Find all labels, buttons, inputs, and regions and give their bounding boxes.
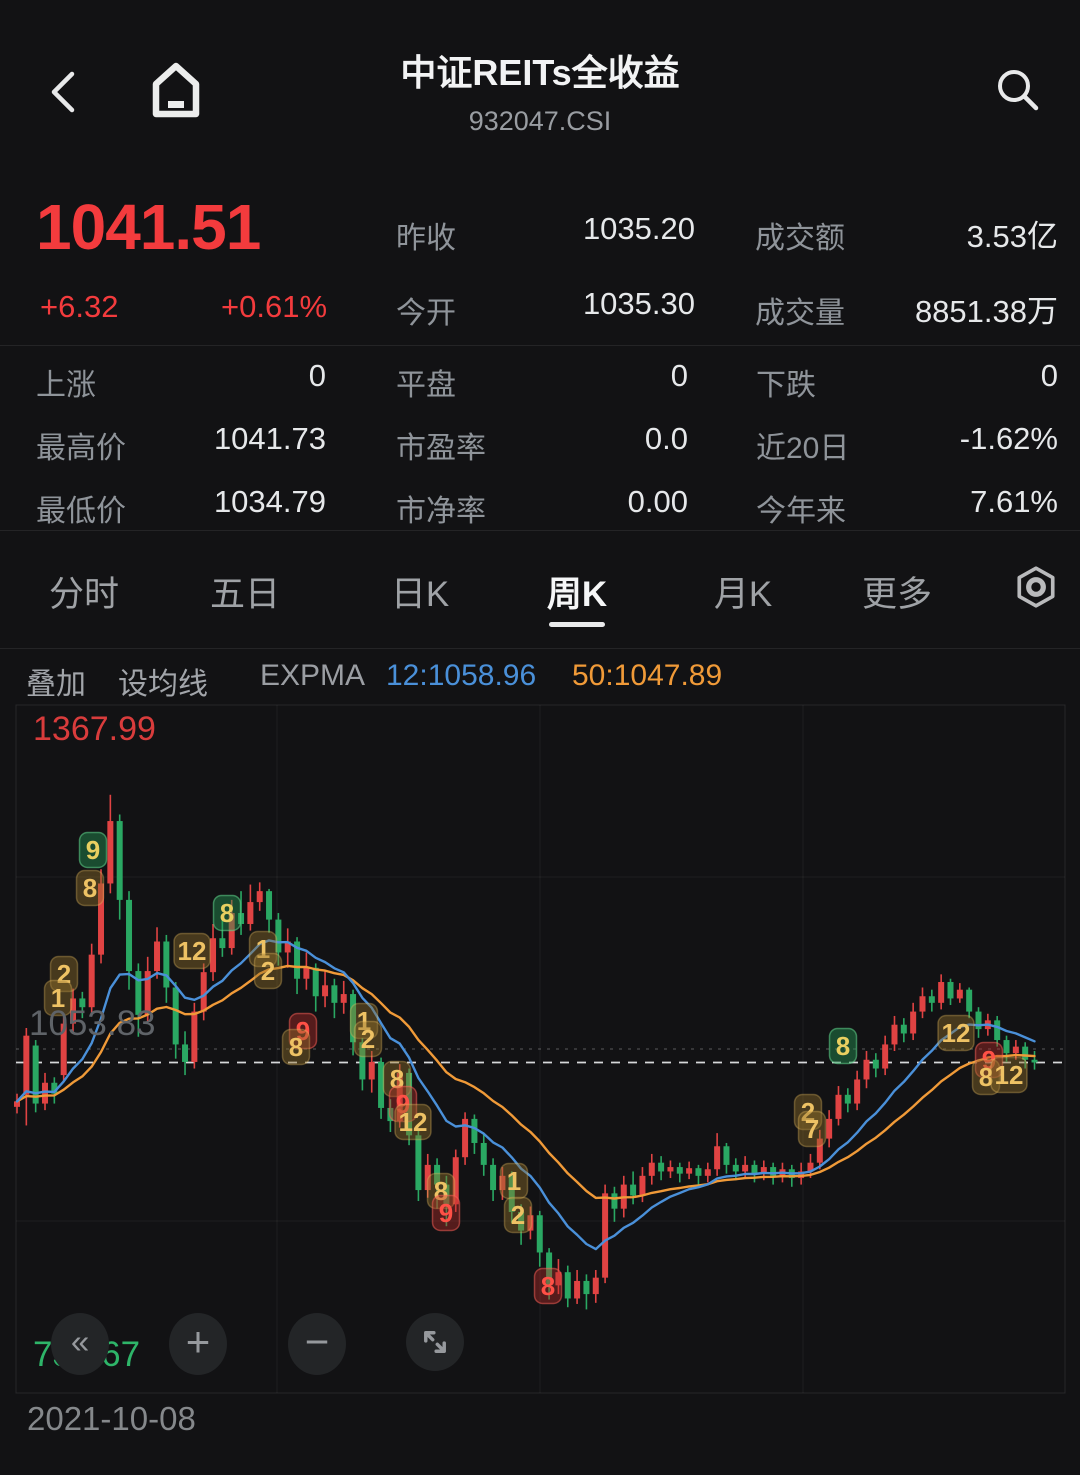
- page-title: 中证REITs全收益: [400, 52, 680, 93]
- svg-text:8: 8: [220, 898, 234, 928]
- svg-text:7: 7: [805, 1114, 819, 1144]
- tab-5day[interactable]: 五日: [209, 575, 281, 614]
- svg-text:2: 2: [801, 1097, 815, 1127]
- ytd-value: 7.61%: [970, 484, 1058, 519]
- symbol-code: 932047.CSI: [468, 106, 612, 136]
- ytd-label: 今年来: [756, 495, 846, 528]
- expma50-value: 50:1047.89: [572, 659, 723, 692]
- rewind-button[interactable]: «: [51, 1313, 109, 1375]
- pb-value: 0.00: [627, 484, 688, 519]
- svg-text:8: 8: [836, 1031, 850, 1061]
- svg-text:2: 2: [511, 1200, 525, 1230]
- svg-text:1: 1: [507, 1166, 521, 1196]
- svg-text:9: 9: [296, 1016, 310, 1046]
- svg-text:9: 9: [86, 835, 100, 865]
- svg-text:2: 2: [361, 1024, 375, 1054]
- svg-text:2: 2: [57, 959, 71, 989]
- axis-mid-label: 1053.83: [29, 1004, 156, 1043]
- overlay-button[interactable]: 叠加: [26, 668, 86, 701]
- search-icon: [998, 70, 1039, 111]
- svg-text:12: 12: [942, 1018, 971, 1048]
- last20d-label: 近20日: [756, 432, 850, 465]
- turnover-value: 3.53亿: [966, 219, 1058, 254]
- svg-text:8: 8: [979, 1062, 993, 1092]
- unchanged-value: 0: [670, 358, 688, 393]
- zoom-out-button[interactable]: −: [288, 1313, 346, 1375]
- decliners-value: 0: [1040, 358, 1058, 393]
- unchanged-label: 平盘: [396, 369, 456, 402]
- set-ma-button[interactable]: 设均线: [118, 668, 208, 701]
- open-value: 1035.30: [582, 286, 695, 321]
- low-value: 1034.79: [213, 484, 326, 519]
- tab-weekly-k[interactable]: 周K: [546, 575, 608, 614]
- tab-minute[interactable]: 分时: [48, 575, 120, 614]
- divider: [0, 648, 1080, 649]
- svg-text:2: 2: [261, 956, 275, 986]
- high-value: 1041.73: [213, 421, 326, 456]
- active-tab-underline: [549, 622, 605, 627]
- volume-label: 成交量: [755, 297, 845, 330]
- svg-text:9: 9: [396, 1089, 410, 1119]
- search-button[interactable]: [994, 66, 1042, 119]
- open-label: 今开: [396, 297, 456, 330]
- advancers-label: 上涨: [36, 369, 96, 402]
- tab-monthly-k[interactable]: 月K: [713, 575, 773, 614]
- pb-label: 市净率: [396, 495, 486, 528]
- start-date-label: 2021-10-08: [27, 1400, 196, 1437]
- svg-text:8: 8: [83, 873, 97, 903]
- back-button[interactable]: [44, 68, 82, 121]
- svg-text:1: 1: [357, 1006, 371, 1036]
- svg-text:12: 12: [995, 1060, 1024, 1090]
- pe-label: 市盈率: [396, 432, 486, 465]
- price-change: +6.32: [40, 289, 119, 324]
- svg-text:9: 9: [982, 1045, 996, 1075]
- prev-close-label: 昨收: [396, 222, 456, 255]
- expma12-value: 12:1058.96: [386, 659, 537, 692]
- svg-text:8: 8: [289, 1032, 303, 1062]
- home-button[interactable]: [143, 56, 209, 129]
- divider: [0, 345, 1080, 346]
- home-icon: [152, 62, 200, 118]
- svg-text:12: 12: [399, 1107, 428, 1137]
- svg-text:12: 12: [178, 936, 207, 966]
- decliners-label: 下跌: [756, 369, 816, 402]
- zoom-in-button[interactable]: +: [169, 1313, 227, 1375]
- price-change-percent: +0.61%: [221, 289, 328, 324]
- svg-text:1: 1: [256, 934, 270, 964]
- volume-value: 8851.38万: [914, 294, 1058, 329]
- fullscreen-button[interactable]: [406, 1313, 464, 1371]
- gear-icon: [1017, 566, 1055, 608]
- last20d-value: -1.62%: [959, 421, 1058, 456]
- candlestick-canvas[interactable]: 9821128129812891289128278129812: [0, 703, 1080, 1395]
- axis-max-label: 1367.99: [33, 710, 156, 748]
- svg-text:8: 8: [434, 1176, 448, 1206]
- tab-daily-k[interactable]: 日K: [390, 575, 450, 614]
- diagonal-resize-icon: [424, 1331, 446, 1353]
- prev-close-value: 1035.20: [582, 211, 695, 246]
- low-label: 最低价: [36, 495, 126, 528]
- pe-value: 0.0: [644, 421, 688, 456]
- expma-label: EXPMA: [260, 659, 366, 692]
- svg-text:8: 8: [541, 1271, 555, 1301]
- svg-text:1: 1: [51, 983, 65, 1013]
- advancers-value: 0: [308, 358, 326, 393]
- last-price: 1041.51: [36, 191, 261, 263]
- chart-settings-button[interactable]: [1013, 564, 1059, 615]
- turnover-label: 成交额: [755, 222, 845, 255]
- tab-more[interactable]: 更多: [861, 575, 933, 614]
- divider: [0, 530, 1080, 531]
- chevron-left-icon: [51, 71, 75, 113]
- high-label: 最高价: [36, 432, 126, 465]
- svg-text:9: 9: [439, 1198, 453, 1228]
